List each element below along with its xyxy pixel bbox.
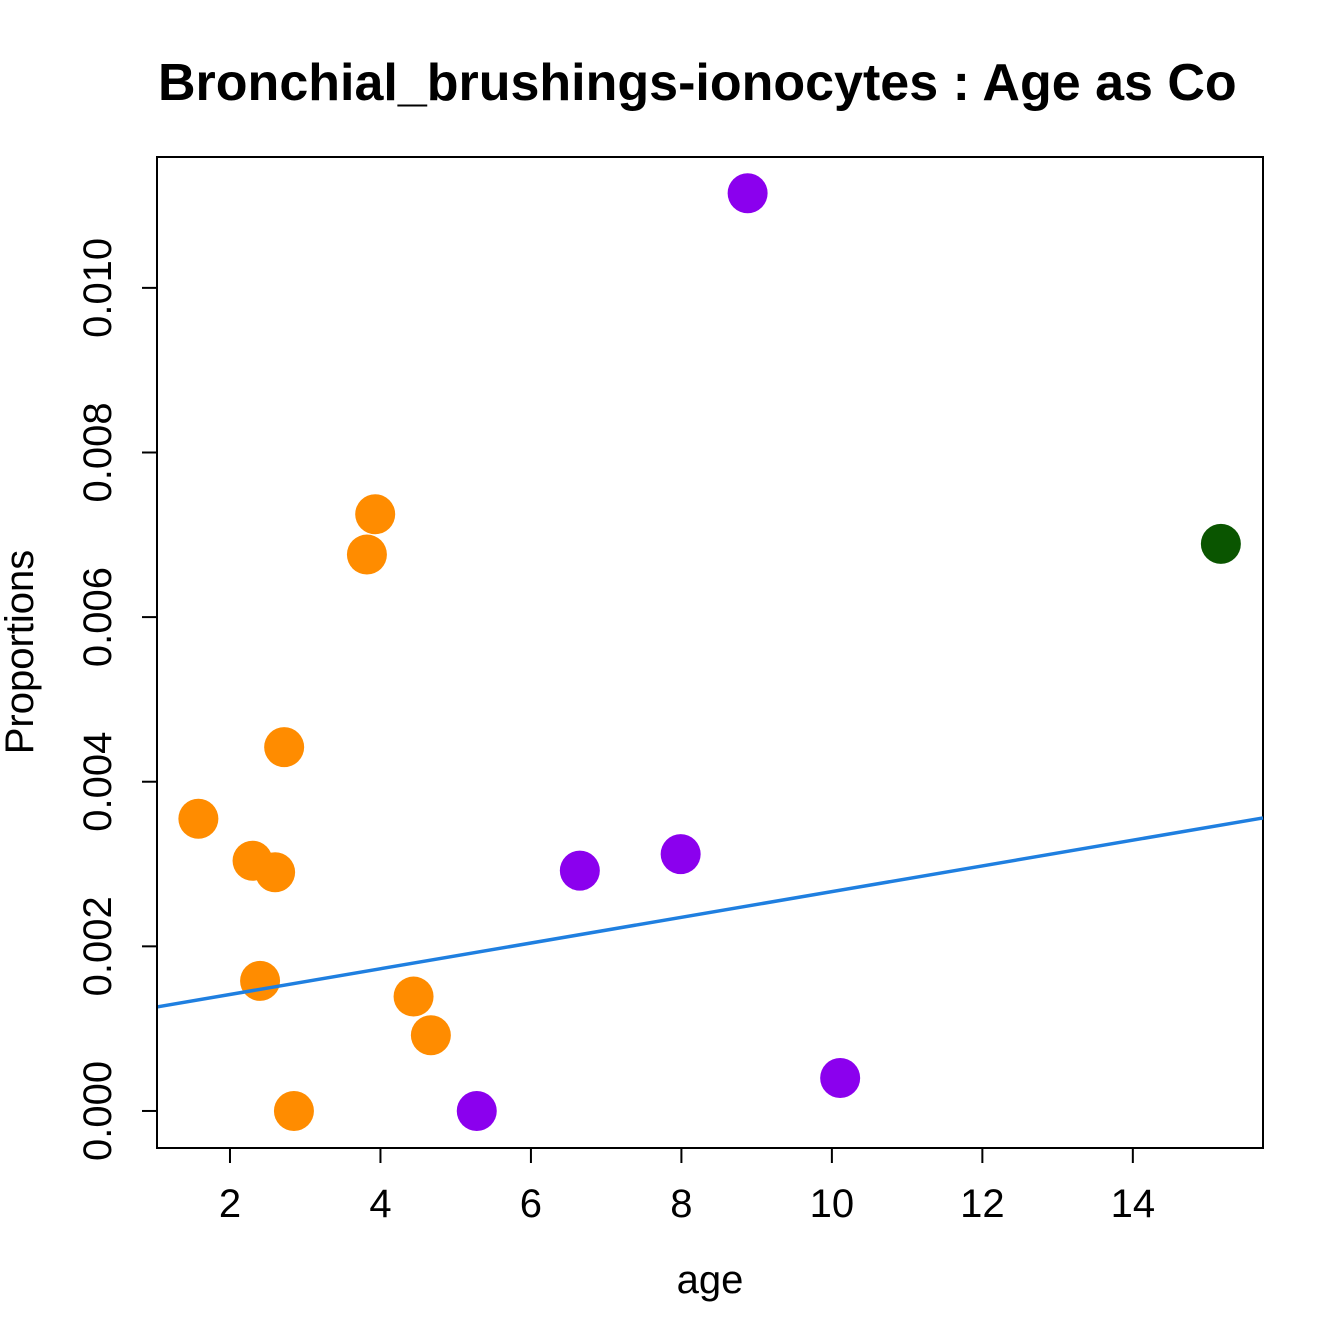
data-point-purple [456,1090,497,1131]
y-axis-label: Proportions [0,550,42,755]
data-point-green [1200,523,1241,564]
x-tick-label: 4 [369,1182,391,1226]
data-point-orange [178,798,219,839]
data-point-orange [264,727,305,768]
y-tick-label: 0.002 [76,896,120,996]
y-tick-label: 0.000 [76,1061,120,1161]
y-tick-label: 0.008 [76,402,120,502]
plot-frame [156,156,1264,1149]
y-tick-label: 0.006 [76,567,120,667]
chart-title: Bronchial_brushings-ionocytes : Age as C… [158,54,1237,112]
x-axis-label: age [677,1258,744,1302]
x-tick-label: 8 [670,1182,692,1226]
data-point-orange [393,976,434,1017]
y-tick-label: 0.004 [76,732,120,832]
x-tick-label: 14 [1111,1182,1156,1226]
plot-marks [156,173,1264,1131]
data-point-orange [346,534,387,575]
y-tick-label: 0.010 [76,238,120,338]
x-tick-label: 10 [810,1182,855,1226]
data-point-orange [410,1015,451,1056]
x-axis: 2 4 6 8 10 12 14 [219,1147,1156,1226]
data-point-purple [820,1058,861,1099]
x-tick-label: 2 [219,1182,241,1226]
data-point-purple [559,850,600,891]
x-tick-label: 12 [960,1182,1005,1226]
data-point-purple [660,834,701,875]
data-point-orange [273,1090,314,1131]
regression-line [156,816,1264,1009]
data-point-orange [255,852,296,893]
x-tick-label: 6 [520,1182,542,1226]
data-point-orange [240,960,281,1001]
data-point-purple [727,173,768,214]
y-axis: 0.000 0.002 0.004 0.006 0.008 0.010 [76,238,158,1161]
data-point-orange [355,494,396,535]
